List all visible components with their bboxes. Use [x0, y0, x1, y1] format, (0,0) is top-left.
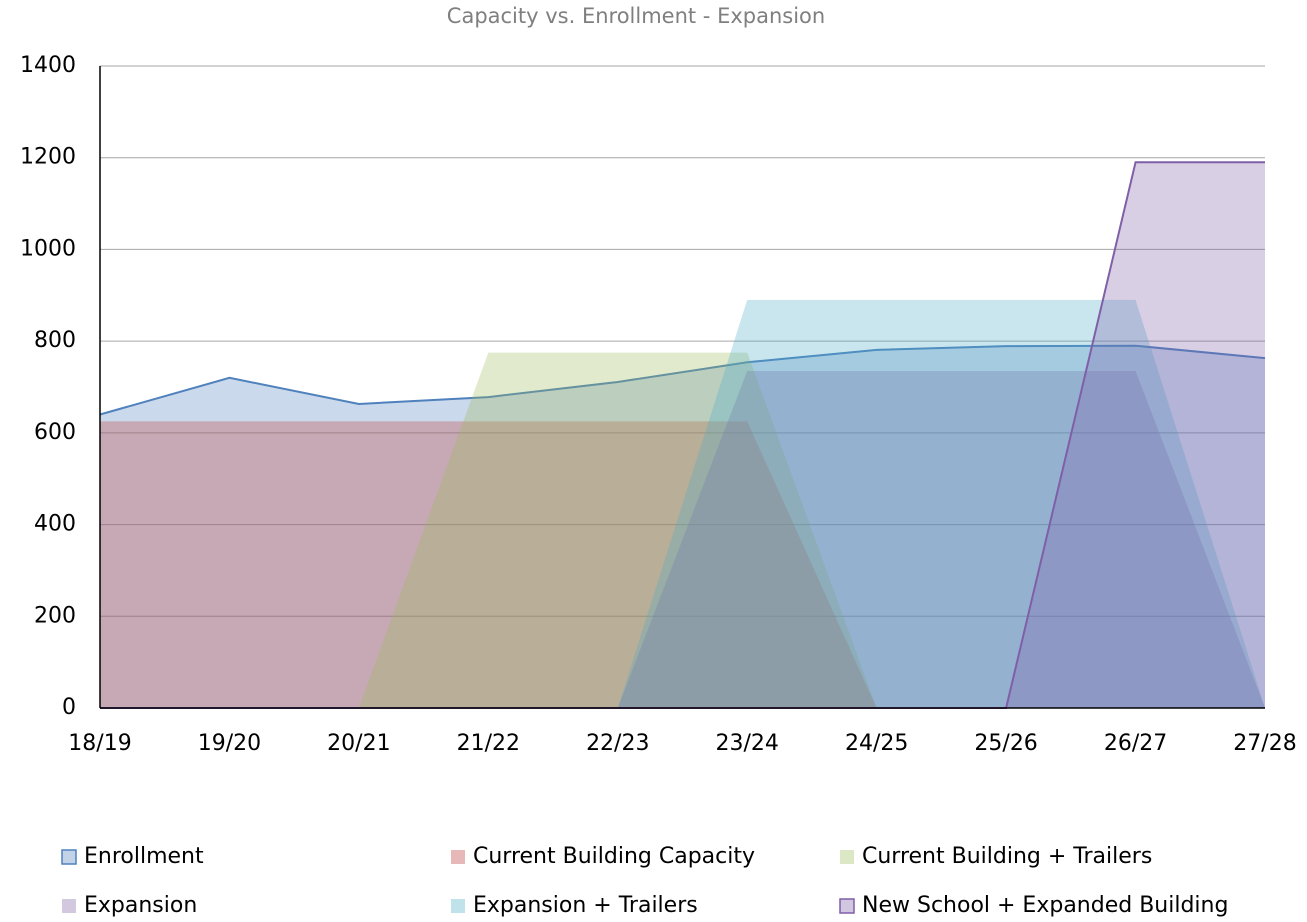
area — [100, 370, 1265, 708]
legend-label: Current Building Capacity — [473, 844, 755, 869]
chart-title: Capacity vs. Enrollment - Expansion — [447, 4, 825, 28]
area — [100, 162, 1265, 709]
legend-swatch — [61, 849, 77, 865]
y-tick-label: 1000 — [20, 236, 76, 261]
legend-swatch — [62, 899, 76, 913]
legend-swatch — [839, 898, 855, 914]
y-tick-label: 1400 — [20, 53, 76, 78]
area — [100, 299, 1265, 708]
y-tick-label: 0 — [62, 695, 76, 720]
y-tick-label: 400 — [34, 512, 76, 537]
legend-label: Current Building + Trailers — [862, 844, 1152, 869]
area — [100, 421, 1265, 708]
area — [100, 352, 1265, 708]
legend-swatch — [840, 850, 854, 864]
x-tick-label: 24/25 — [845, 731, 908, 756]
legend-label: Expansion — [84, 893, 197, 918]
y-tick-label: 200 — [34, 603, 76, 628]
legend-label: Enrollment — [84, 844, 204, 869]
area — [100, 345, 1265, 708]
x-tick-label: 19/20 — [198, 731, 261, 756]
legend-swatch — [451, 850, 465, 864]
y-tick-label: 800 — [34, 328, 76, 353]
legend-swatch — [451, 899, 465, 913]
x-tick-label: 23/24 — [716, 731, 779, 756]
legend-label: Expansion + Trailers — [473, 893, 698, 918]
x-tick-label: 25/26 — [974, 731, 1037, 756]
line — [99, 344, 1266, 416]
x-tick-label: 26/27 — [1104, 731, 1167, 756]
x-tick-label: 18/19 — [68, 731, 131, 756]
x-tick-label: 27/28 — [1233, 731, 1296, 756]
y-tick-label: 600 — [34, 420, 76, 445]
y-tick-label: 1200 — [20, 145, 76, 170]
x-tick-label: 21/22 — [457, 731, 520, 756]
x-tick-label: 22/23 — [586, 731, 649, 756]
x-tick-label: 20/21 — [327, 731, 390, 756]
legend-label: New School + Expanded Building — [862, 893, 1228, 918]
